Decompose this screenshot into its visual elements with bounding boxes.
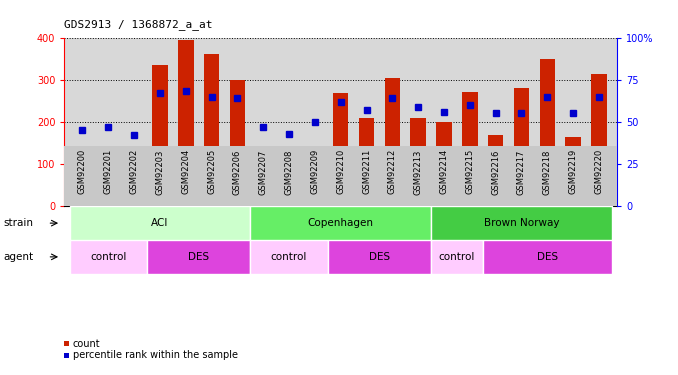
Bar	[462, 92, 477, 206]
Text: DES: DES	[537, 252, 558, 262]
Text: DES: DES	[188, 252, 210, 262]
Bar	[250, 240, 327, 274]
Text: GSM92210: GSM92210	[336, 149, 345, 195]
Text: Copenhagen: Copenhagen	[308, 218, 374, 228]
Bar	[230, 80, 245, 206]
Bar	[307, 150, 323, 206]
Text: GSM92202: GSM92202	[129, 149, 138, 195]
Text: GSM92212: GSM92212	[388, 149, 397, 195]
Text: control: control	[439, 252, 475, 262]
Text: GSM92203: GSM92203	[155, 149, 165, 195]
Bar	[359, 118, 374, 206]
Text: GSM92219: GSM92219	[569, 149, 578, 195]
Text: GSM92220: GSM92220	[595, 149, 603, 195]
Bar	[436, 122, 452, 206]
Text: GSM92213: GSM92213	[414, 149, 422, 195]
Text: GSM92201: GSM92201	[104, 149, 113, 195]
Text: GDS2913 / 1368872_a_at: GDS2913 / 1368872_a_at	[64, 19, 213, 30]
Text: GSM92207: GSM92207	[259, 149, 268, 195]
Text: ACI: ACI	[151, 218, 169, 228]
Bar	[483, 240, 612, 274]
Bar	[431, 206, 612, 240]
Text: Brown Norway: Brown Norway	[483, 218, 559, 228]
Bar	[431, 240, 483, 274]
Bar	[204, 54, 220, 206]
Bar	[540, 58, 555, 206]
Text: DES: DES	[369, 252, 390, 262]
Text: GSM92206: GSM92206	[233, 149, 242, 195]
Text: GSM92208: GSM92208	[285, 149, 294, 195]
Bar	[514, 88, 530, 206]
Bar	[147, 240, 250, 274]
Text: control: control	[271, 252, 307, 262]
Text: GSM92211: GSM92211	[362, 149, 371, 195]
Text: percentile rank within the sample: percentile rank within the sample	[73, 351, 238, 360]
Text: count: count	[73, 339, 100, 349]
Bar	[75, 166, 90, 206]
Bar	[333, 93, 348, 206]
Text: agent: agent	[3, 252, 33, 262]
Bar	[70, 206, 250, 240]
Text: GSM92200: GSM92200	[78, 149, 87, 195]
Bar	[178, 40, 193, 206]
Bar	[281, 166, 297, 206]
Bar	[591, 74, 607, 206]
Bar	[488, 135, 503, 206]
Bar	[126, 168, 142, 206]
Text: GSM92214: GSM92214	[439, 149, 448, 195]
Text: control: control	[90, 252, 127, 262]
Bar	[384, 78, 400, 206]
Bar	[410, 118, 426, 206]
Bar	[327, 240, 431, 274]
Text: GSM92204: GSM92204	[181, 149, 191, 195]
Bar	[100, 160, 116, 206]
Text: GSM92205: GSM92205	[207, 149, 216, 195]
Text: strain: strain	[3, 218, 33, 228]
Bar	[70, 240, 147, 274]
Text: GSM92217: GSM92217	[517, 149, 526, 195]
Bar	[250, 206, 431, 240]
Text: GSM92209: GSM92209	[311, 149, 319, 195]
Bar	[565, 136, 581, 206]
Text: GSM92218: GSM92218	[543, 149, 552, 195]
Text: GSM92216: GSM92216	[491, 149, 500, 195]
Bar	[256, 160, 271, 206]
Text: GSM92215: GSM92215	[465, 149, 475, 195]
Bar	[152, 65, 167, 206]
